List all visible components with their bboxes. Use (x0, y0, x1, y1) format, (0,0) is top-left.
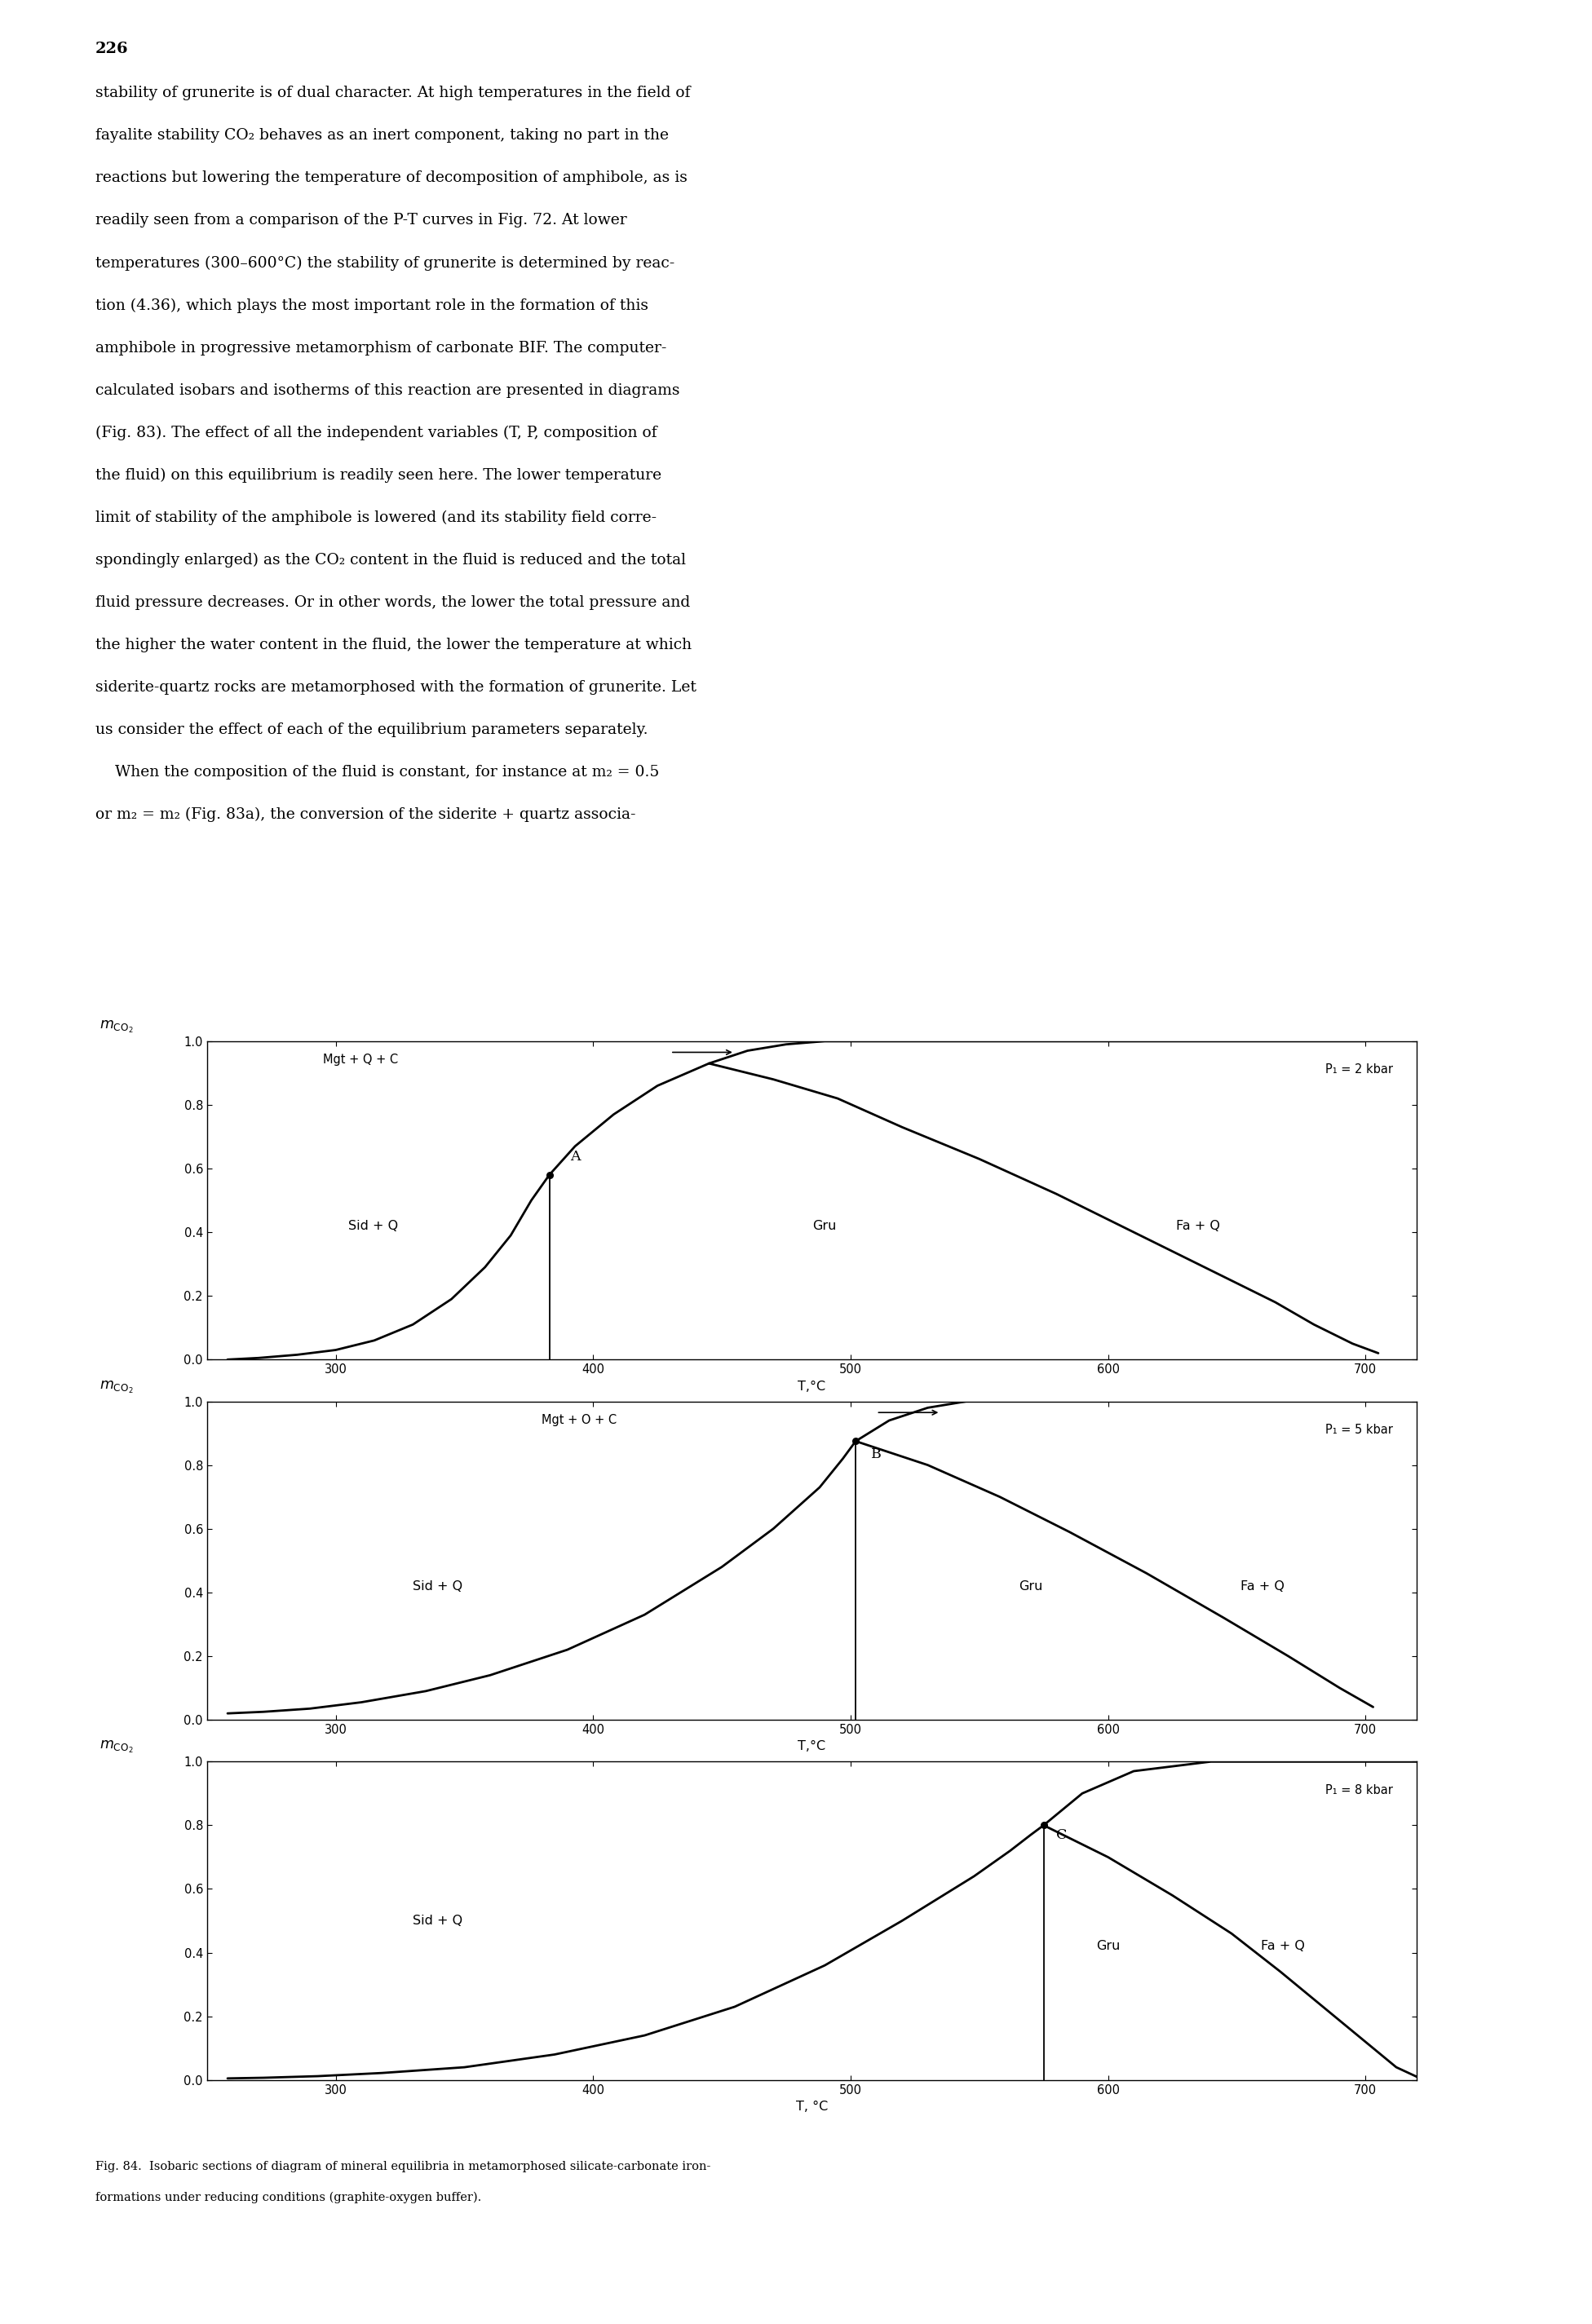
X-axis label: T,°C: T,°C (798, 1380, 826, 1392)
X-axis label: T, °C: T, °C (796, 2101, 828, 2113)
Text: limit of stability of the amphibole is lowered (and its stability field corre-: limit of stability of the amphibole is l… (96, 511, 657, 525)
Text: Fa + Q: Fa + Q (1240, 1580, 1285, 1592)
Text: fluid pressure decreases. Or in other words, the lower the total pressure and: fluid pressure decreases. Or in other wo… (96, 595, 691, 609)
Text: Sid + Q: Sid + Q (412, 1580, 463, 1592)
Text: A: A (570, 1150, 579, 1164)
Text: tion (4.36), which plays the most important role in the formation of this: tion (4.36), which plays the most import… (96, 297, 648, 314)
Text: When the composition of the fluid is constant, for instance at m₂ = 0.5: When the composition of the fluid is con… (96, 765, 659, 779)
Text: the fluid) on this equilibrium is readily seen here. The lower temperature: the fluid) on this equilibrium is readil… (96, 467, 662, 483)
Text: Sid + Q: Sid + Q (349, 1220, 398, 1232)
Text: 226: 226 (96, 42, 129, 56)
Text: readily seen from a comparison of the P-T curves in Fig. 72. At lower: readily seen from a comparison of the P-… (96, 214, 627, 228)
Text: stability of grunerite is of dual character. At high temperatures in the field o: stability of grunerite is of dual charac… (96, 86, 691, 100)
Text: or m₂ = m₂ (Fig. 83a), the conversion of the siderite + quartz associa-: or m₂ = m₂ (Fig. 83a), the conversion of… (96, 806, 635, 823)
Text: $m_{\rm CO_2}$: $m_{\rm CO_2}$ (99, 1380, 134, 1394)
Text: (Fig. 83). The effect of all the independent variables (T, P, composition of: (Fig. 83). The effect of all the indepen… (96, 425, 657, 439)
Text: temperatures (300–600°C) the stability of grunerite is determined by reac-: temperatures (300–600°C) the stability o… (96, 256, 675, 270)
Text: fayalite stability CO₂ behaves as an inert component, taking no part in the: fayalite stability CO₂ behaves as an ine… (96, 128, 669, 144)
Text: the higher the water content in the fluid, the lower the temperature at which: the higher the water content in the flui… (96, 637, 693, 653)
Text: Mgt + Q + C: Mgt + Q + C (323, 1053, 398, 1067)
Text: P₁ = 2 kbar: P₁ = 2 kbar (1325, 1064, 1393, 1076)
Text: us consider the effect of each of the equilibrium parameters separately.: us consider the effect of each of the eq… (96, 723, 648, 737)
Text: amphibole in progressive metamorphism of carbonate BIF. The computer-: amphibole in progressive metamorphism of… (96, 342, 667, 356)
Text: B: B (871, 1448, 882, 1462)
Text: Fa + Q: Fa + Q (1176, 1220, 1219, 1232)
Text: siderite-quartz rocks are metamorphosed with the formation of grunerite. Let: siderite-quartz rocks are metamorphosed … (96, 681, 696, 695)
Text: Gru: Gru (814, 1220, 837, 1232)
Text: Gru: Gru (1019, 1580, 1043, 1592)
Text: Fig. 84.  Isobaric sections of diagram of mineral equilibria in metamorphosed si: Fig. 84. Isobaric sections of diagram of… (96, 2161, 710, 2173)
Text: formations under reducing conditions (graphite-oxygen buffer).: formations under reducing conditions (gr… (96, 2192, 481, 2203)
Text: P₁ = 8 kbar: P₁ = 8 kbar (1325, 1785, 1393, 1796)
Text: P₁ = 5 kbar: P₁ = 5 kbar (1325, 1425, 1393, 1436)
Text: reactions but lowering the temperature of decomposition of amphibole, as is: reactions but lowering the temperature o… (96, 172, 688, 186)
Text: C: C (1057, 1829, 1067, 1843)
X-axis label: T,°C: T,°C (798, 1741, 826, 1752)
Text: Fa + Q: Fa + Q (1261, 1941, 1305, 1952)
Text: $m_{\rm CO_2}$: $m_{\rm CO_2}$ (99, 1741, 134, 1755)
Text: $m_{\rm CO_2}$: $m_{\rm CO_2}$ (99, 1020, 134, 1034)
Text: calculated isobars and isotherms of this reaction are presented in diagrams: calculated isobars and isotherms of this… (96, 383, 680, 397)
Text: spondingly enlarged) as the CO₂ content in the fluid is reduced and the total: spondingly enlarged) as the CO₂ content … (96, 553, 686, 567)
Text: Sid + Q: Sid + Q (412, 1915, 463, 1927)
Text: Mgt + O + C: Mgt + O + C (541, 1413, 616, 1427)
Text: Gru: Gru (1095, 1941, 1119, 1952)
